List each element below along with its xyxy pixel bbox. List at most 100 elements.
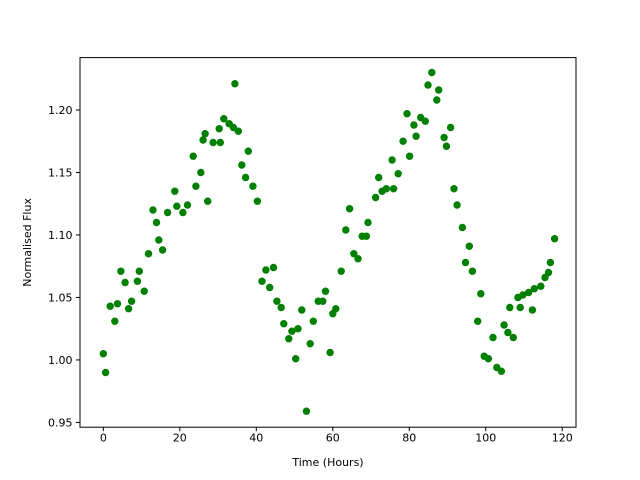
data-point [550, 235, 559, 243]
plot-border [79, 57, 577, 428]
data-point [421, 117, 429, 125]
data-point [192, 182, 200, 190]
data-point [144, 250, 153, 258]
data-point [424, 81, 432, 89]
x-axis-ticks: 0 20 40 60 80 100 120 [100, 427, 573, 445]
data-point [489, 333, 497, 342]
y-axis-label: Normalised Flux [21, 198, 34, 287]
data-point [152, 218, 161, 227]
data-point [477, 290, 485, 298]
x-tick-label: 80 [402, 432, 416, 445]
data-point [277, 303, 285, 312]
data-point [465, 242, 473, 250]
data-point [101, 368, 110, 377]
data-point [106, 302, 114, 310]
data-point [524, 288, 533, 297]
data-point [354, 255, 362, 263]
data-point [117, 267, 125, 275]
data-point [216, 138, 224, 147]
data-point [231, 80, 239, 88]
data-point [403, 110, 411, 118]
x-tick-label: 40 [249, 432, 263, 445]
data-point [519, 291, 527, 299]
data-point [474, 317, 482, 325]
data-point [544, 268, 553, 277]
data-point [319, 297, 327, 305]
data-point [546, 258, 555, 267]
x-axis-label: Time (Hours) [291, 456, 363, 469]
data-point [412, 132, 420, 140]
x-tick-label: 0 [100, 432, 107, 445]
data-point [294, 325, 302, 333]
data-point [209, 138, 217, 147]
data-point [253, 197, 262, 205]
data-point [183, 201, 192, 209]
data-point [121, 278, 129, 287]
data-point [298, 306, 306, 314]
data-point [497, 367, 506, 375]
data-point [204, 197, 212, 205]
data-point [530, 285, 538, 293]
x-tick-label: 60 [326, 432, 340, 445]
data-point [199, 136, 207, 144]
data-point [446, 123, 455, 132]
data-point [241, 173, 250, 182]
x-tick-label: 100 [475, 432, 496, 445]
data-point [238, 161, 246, 169]
data-points [99, 68, 559, 415]
data-point [528, 306, 537, 314]
data-point [371, 193, 380, 202]
data-point [234, 127, 242, 135]
data-point [171, 187, 179, 195]
data-point [375, 173, 383, 182]
data-point [435, 86, 443, 94]
data-point [450, 185, 458, 193]
data-point [309, 317, 317, 325]
data-point [258, 277, 266, 285]
data-point [410, 121, 418, 129]
data-point [342, 226, 350, 234]
data-point [345, 205, 354, 213]
y-tick-label: 1.05 [48, 291, 73, 304]
data-point [337, 267, 345, 275]
data-point [113, 300, 122, 308]
data-point [99, 350, 108, 358]
data-point [197, 168, 205, 177]
data-point [124, 305, 133, 313]
data-point [504, 328, 512, 337]
data-point [133, 277, 142, 285]
data-point [173, 202, 181, 210]
data-point [484, 355, 493, 363]
data-point [332, 305, 340, 313]
y-tick-label: 1.10 [48, 229, 73, 242]
data-point [388, 156, 396, 164]
data-point [509, 333, 517, 342]
data-point [442, 142, 451, 150]
data-point [306, 340, 314, 348]
data-point [273, 297, 281, 305]
data-point [453, 201, 461, 209]
data-point [364, 218, 372, 227]
data-point [394, 170, 402, 178]
y-tick-label: 1.00 [48, 354, 73, 367]
data-point [249, 182, 257, 190]
data-point [382, 185, 390, 193]
data-point [244, 147, 252, 155]
data-point [127, 297, 136, 305]
data-point [500, 321, 508, 329]
data-point [220, 115, 228, 123]
data-point [458, 223, 467, 232]
x-tick-label: 20 [173, 432, 187, 445]
data-point [461, 258, 470, 267]
data-point [266, 283, 274, 292]
data-point [350, 250, 358, 258]
data-point [285, 335, 293, 343]
data-point [215, 125, 223, 133]
data-point [292, 355, 300, 363]
data-point [326, 348, 334, 357]
data-point [389, 185, 398, 193]
data-point [149, 206, 157, 214]
data-point [140, 287, 148, 295]
